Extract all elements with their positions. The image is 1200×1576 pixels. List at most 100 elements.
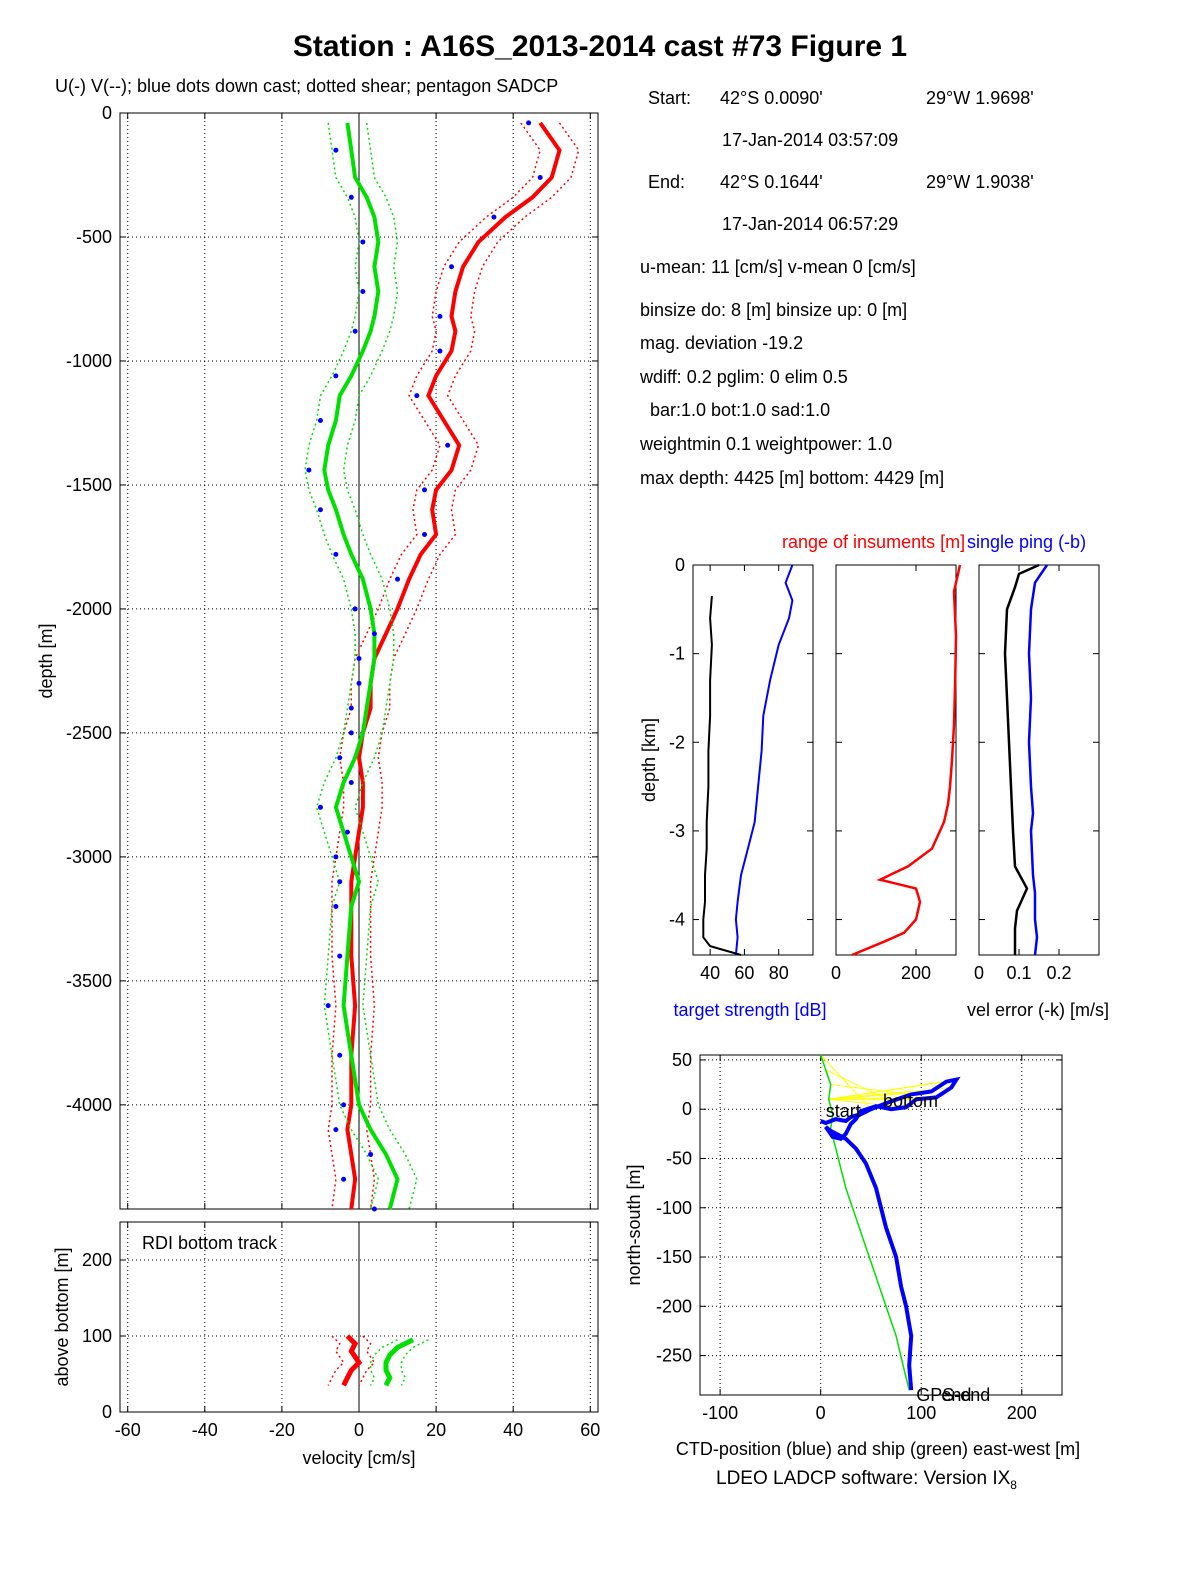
down-cast-dot	[395, 576, 401, 582]
series-line	[734, 564, 794, 956]
end-time: 17-Jan-2014 06:57:29	[722, 214, 899, 234]
x-tick-label: -60	[115, 1420, 141, 1440]
software-version: LDEO LADCP software: Version IX	[716, 1468, 1011, 1489]
y-tick-label: 0	[682, 1099, 692, 1119]
y-tick-label: -3000	[66, 847, 112, 867]
info-line: max depth: 4425 [m] bottom: 4429 [m]	[640, 468, 945, 488]
down-cast-dot	[337, 1052, 343, 1058]
down-cast-dot	[337, 755, 343, 761]
down-cast-dot	[437, 348, 443, 354]
info-line: weightmin 0.1 weightpower: 1.0	[640, 434, 893, 454]
info-line: u-mean: 11 [cm/s] v-mean 0 [cm/s]	[640, 257, 916, 277]
x-tick-label: 0	[831, 963, 841, 983]
down-cast-dot	[348, 730, 354, 736]
track-connector	[820, 1054, 872, 1110]
y-tick-label: -1	[669, 644, 685, 664]
end-lon: 29°W 1.9038'	[926, 172, 1034, 192]
shear-line	[304, 122, 380, 1210]
x-tick-label: 40	[700, 963, 720, 983]
down-cast-dot	[491, 214, 497, 220]
shear-line	[327, 1335, 345, 1386]
end-label: End:	[648, 172, 686, 192]
down-cast-dot	[341, 1176, 347, 1182]
y-tick-label: -50	[666, 1148, 692, 1168]
down-cast-dot	[360, 239, 366, 245]
down-cast-dot	[437, 313, 443, 319]
y-tick-label: 200	[82, 1250, 112, 1270]
down-cast-dot	[333, 1127, 339, 1133]
x-axis-label: vel error (-k) [m/s]	[967, 1000, 1109, 1020]
down-cast-dot	[317, 417, 323, 423]
down-cast-dot	[422, 532, 428, 538]
ctd-track	[819, 1076, 961, 1391]
y-tick-label: -150	[656, 1247, 692, 1267]
down-cast-dot	[414, 393, 420, 399]
x-tick-label: 0	[974, 963, 984, 983]
y-tick-label: -1500	[66, 475, 112, 495]
x-tick-label: -100	[702, 1403, 738, 1423]
panel-title: single ping (-b)	[967, 532, 1086, 552]
y-tick-label: -1000	[66, 351, 112, 371]
x-tick-label: 0.2	[1046, 963, 1071, 983]
down-cast-dot	[368, 1151, 374, 1157]
down-cast-dot	[371, 631, 377, 637]
down-cast-dot	[356, 656, 362, 662]
end-lat: 42°S 0.1644'	[720, 172, 823, 192]
start-lat: 42°S 0.0090'	[720, 88, 823, 108]
y-tick-label: 50	[672, 1050, 692, 1070]
y-tick-label: -250	[656, 1346, 692, 1366]
y-axis-label: depth [m]	[36, 623, 56, 698]
y-tick-label: 0	[675, 555, 685, 575]
y-axis-label: north-south [m]	[624, 1164, 644, 1285]
x-axis-label: CTD-position (blue) and ship (green) eas…	[676, 1439, 1080, 1459]
track-connector	[828, 1098, 907, 1108]
x-tick-label: 0	[816, 1403, 826, 1423]
y-axis-label: above bottom [m]	[52, 1247, 72, 1386]
down-cast-dot	[352, 328, 358, 334]
x-tick-label: 100	[906, 1403, 936, 1423]
start-label: Start:	[648, 88, 692, 108]
panel-title: range of insuments [m]	[782, 532, 965, 552]
plot-frame	[699, 1054, 1063, 1396]
y-axis-label: depth [km]	[639, 718, 659, 802]
series-line	[851, 564, 962, 957]
annotation: start	[826, 1101, 861, 1121]
down-cast-dot	[371, 1206, 377, 1212]
track-connector	[828, 1079, 957, 1100]
y-tick-label: -2500	[66, 723, 112, 743]
down-cast-dot	[344, 829, 350, 835]
y-tick-label: 0	[102, 1402, 112, 1422]
down-cast-dot	[306, 467, 312, 473]
x-tick-label: 60	[580, 1420, 600, 1440]
down-cast-dot	[449, 264, 455, 270]
page-title: Station : A16S_2013-2014 cast #73 Figure…	[292, 30, 908, 63]
y-tick-label: -2	[669, 732, 685, 752]
info-line: bar:1.0 bot:1.0 sad:1.0	[640, 400, 831, 420]
down-cast-dot	[360, 289, 366, 295]
start-time: 17-Jan-2014 03:57:09	[722, 130, 899, 150]
x-tick-label: 0	[354, 1420, 364, 1440]
shear-line	[358, 1335, 376, 1386]
down-cast-dot	[348, 705, 354, 711]
down-cast-dot	[348, 194, 354, 200]
series-line	[341, 1334, 363, 1387]
down-cast-dot	[325, 1003, 331, 1009]
down-cast-dot	[337, 953, 343, 959]
shear-line	[400, 1339, 429, 1386]
x-tick-label: 60	[734, 963, 754, 983]
track-connector	[825, 1069, 892, 1102]
down-cast-dot	[526, 120, 532, 126]
down-cast-dot	[537, 174, 543, 180]
y-tick-label: 0	[102, 103, 112, 123]
series-line	[322, 122, 400, 1210]
plot-frame	[692, 564, 814, 956]
series-line	[1027, 564, 1049, 956]
x-tick-label: 20	[426, 1420, 446, 1440]
y-tick-label: -4	[669, 910, 685, 930]
y-tick-label: -4000	[66, 1095, 112, 1115]
y-tick-label: -500	[76, 227, 112, 247]
down-cast-dot	[333, 551, 339, 557]
legend-note: U(-) V(--); blue dots down cast; dotted …	[55, 76, 559, 96]
down-cast-dot	[333, 373, 339, 379]
y-tick-label: -200	[656, 1296, 692, 1316]
